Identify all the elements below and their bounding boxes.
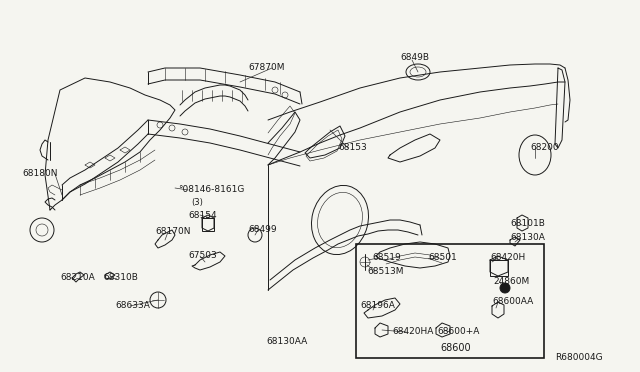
Text: 24860M: 24860M [493,278,529,286]
Text: 68310B: 68310B [103,273,138,282]
Text: 68420H: 68420H [490,253,525,263]
Text: 68519: 68519 [372,253,401,263]
Text: 68513M: 68513M [367,266,403,276]
Text: 68499: 68499 [248,225,276,234]
Text: 68153: 68153 [338,144,367,153]
Bar [202,218,214,231]
Bar [356,244,544,358]
Text: 68600+A: 68600+A [437,327,479,337]
Text: R680004G: R680004G [555,353,603,362]
Text: (3): (3) [191,198,203,206]
Text: 68130A: 68130A [510,234,545,243]
Bar [490,260,508,276]
Text: 68210A: 68210A [60,273,95,282]
Text: 68154: 68154 [188,211,216,219]
Text: 68200: 68200 [530,144,559,153]
Text: 68600: 68600 [440,343,470,353]
Text: 67503: 67503 [188,251,217,260]
Text: 6849B: 6849B [400,54,429,62]
Text: 68130AA: 68130AA [266,337,307,346]
Text: 67870M: 67870M [248,64,285,73]
Text: 68180N: 68180N [22,170,58,179]
Text: 68170N: 68170N [155,228,191,237]
Circle shape [500,283,510,293]
Text: 68101B: 68101B [510,219,545,228]
Text: 68600AA: 68600AA [492,298,533,307]
Text: °08146-8161G: °08146-8161G [178,186,244,195]
Text: 68196A: 68196A [360,301,395,311]
Text: 68420HA: 68420HA [392,327,433,337]
Text: 68501: 68501 [428,253,457,263]
Text: 68633A: 68633A [115,301,150,311]
